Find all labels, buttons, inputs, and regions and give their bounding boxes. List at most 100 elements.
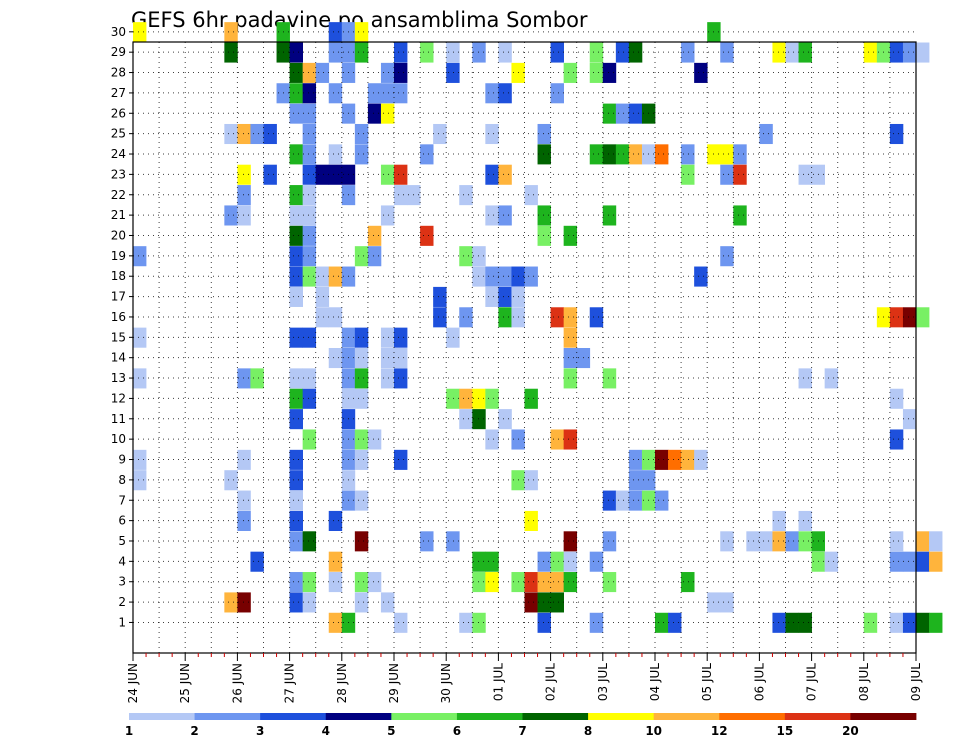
heatmap-cell xyxy=(328,144,343,165)
y-tick-label: 3 xyxy=(118,575,126,589)
heatmap-cell xyxy=(420,225,434,246)
heatmap-cell xyxy=(563,225,578,246)
y-tick-label: 13 xyxy=(111,371,126,385)
heatmap-cell xyxy=(563,531,578,552)
heatmap-cell xyxy=(302,123,317,145)
heatmap-cell xyxy=(720,144,734,165)
heatmap-cell xyxy=(354,42,369,63)
heatmap-cell xyxy=(602,103,617,124)
y-tick-label: 11 xyxy=(111,412,126,426)
heatmap-cell xyxy=(224,42,238,63)
heatmap-cell xyxy=(785,612,799,633)
heatmap-cell xyxy=(394,449,408,470)
heatmap-cell xyxy=(798,164,812,185)
heatmap-cell xyxy=(420,144,434,165)
legend-swatch xyxy=(391,713,458,720)
y-tick-label: 18 xyxy=(111,269,126,283)
heatmap-cell xyxy=(459,409,473,430)
heatmap-cell xyxy=(772,612,786,633)
heatmap-cell xyxy=(694,62,708,83)
heatmap-cell xyxy=(498,164,512,185)
heatmap-cell xyxy=(302,266,317,287)
heatmap-cell xyxy=(889,123,904,145)
y-tick-label: 9 xyxy=(118,453,126,467)
heatmap-cell xyxy=(289,409,303,430)
heatmap-cell xyxy=(628,470,643,491)
heatmap-cell xyxy=(354,592,369,613)
heatmap-cell xyxy=(315,266,330,287)
heatmap-cell xyxy=(537,572,551,593)
heatmap-cell xyxy=(916,307,930,328)
heatmap-cell xyxy=(628,490,643,511)
heatmap-cell xyxy=(563,429,578,450)
color-legend: 1 2 3 4 5 6 7 8 10 12 15 20 xyxy=(125,713,917,738)
x-tick-label: 25 JUN xyxy=(178,663,192,703)
legend-swatch xyxy=(456,713,523,720)
heatmap-cell xyxy=(354,388,369,409)
heatmap-cell xyxy=(133,368,147,389)
x-tick-label: 28 JUN xyxy=(335,663,349,703)
heatmap-cell xyxy=(668,612,682,633)
heatmap-cell xyxy=(602,490,617,511)
y-tick-label: 28 xyxy=(111,66,126,80)
heatmap-cell xyxy=(289,144,303,165)
heatmap-cell xyxy=(367,246,382,267)
heatmap-cell xyxy=(902,409,917,430)
legend-swatch xyxy=(719,713,786,720)
heatmap-cell xyxy=(367,83,382,104)
heatmap-cell xyxy=(224,205,238,226)
heatmap-cell xyxy=(289,470,303,491)
heatmap-cell xyxy=(328,307,343,328)
heatmap-cell xyxy=(889,531,904,552)
heatmap-cell xyxy=(237,205,251,226)
legend-label: 15 xyxy=(776,724,793,738)
heatmap-cell xyxy=(524,388,538,409)
heatmap-cell xyxy=(394,62,408,83)
heatmap-cell xyxy=(550,551,564,572)
heatmap-cell xyxy=(589,551,604,572)
legend-swatch xyxy=(653,713,720,720)
y-tick-label: 10 xyxy=(111,432,126,446)
legend-label: 4 xyxy=(322,724,330,738)
heatmap-cell xyxy=(433,123,447,145)
heatmap-cell xyxy=(628,42,643,63)
heatmap-cell xyxy=(328,42,343,63)
heatmap-cell xyxy=(289,327,303,348)
heatmap-cell xyxy=(563,348,578,369)
heatmap-cell xyxy=(772,531,786,552)
y-tick-label: 1 xyxy=(118,615,126,629)
heatmap-cell xyxy=(289,225,303,246)
heatmap-cell xyxy=(615,490,630,511)
heatmap-cell xyxy=(289,490,303,511)
heatmap-cell xyxy=(289,185,303,206)
heatmap-cell xyxy=(550,42,564,63)
heatmap-cell xyxy=(328,83,343,104)
heatmap-cell xyxy=(602,144,617,165)
heatmap-cell xyxy=(537,144,551,165)
legend-swatch xyxy=(129,713,195,720)
heatmap-cell xyxy=(498,42,512,63)
heatmap-cell xyxy=(524,185,538,206)
legend-label: 7 xyxy=(518,724,526,738)
heatmap-cell xyxy=(302,246,317,267)
heatmap-cell xyxy=(628,103,643,124)
heatmap-cell xyxy=(563,307,578,328)
heatmap-cell xyxy=(367,429,382,450)
heatmap-cell xyxy=(328,612,343,633)
heatmap-cell xyxy=(785,531,799,552)
heatmap-cell xyxy=(354,144,369,165)
heatmap-cell xyxy=(394,348,408,369)
heatmap-cell xyxy=(420,531,434,552)
heatmap-cell xyxy=(550,83,564,104)
heatmap-cell xyxy=(459,388,473,409)
heatmap-cell xyxy=(694,266,708,287)
heatmap-cell xyxy=(289,286,303,307)
x-tick-label: 08 JUL xyxy=(857,663,871,701)
legend-label: 1 xyxy=(125,724,133,738)
heatmap-cell xyxy=(537,205,551,226)
legend-swatch xyxy=(850,713,917,720)
heatmap-cell xyxy=(889,551,904,572)
heatmap-cell xyxy=(681,144,695,165)
heatmap-cell xyxy=(289,368,303,389)
heatmap-cell xyxy=(289,266,303,287)
